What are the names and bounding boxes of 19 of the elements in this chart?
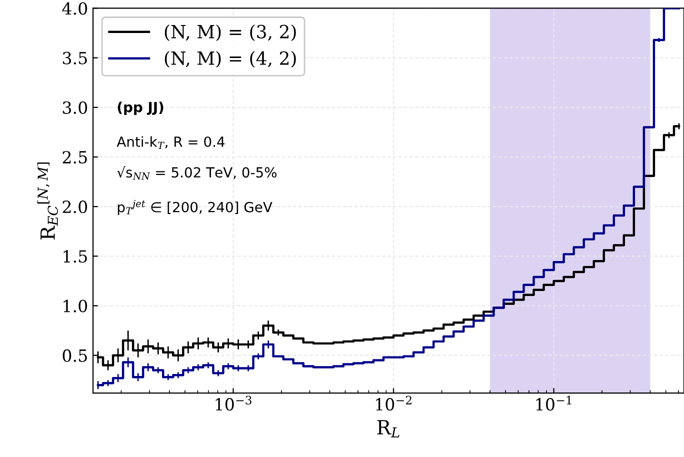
legend-label: (N, M) = (3, 2) xyxy=(164,24,296,42)
y-axis-title: R$_{EC}$$^{[N,M]}$ xyxy=(37,162,58,240)
annotation: (pp JJ) xyxy=(118,102,164,116)
annotation: p$_{T}$$^{jet}$ ∈ [200, 240] GeV xyxy=(118,200,272,216)
y-tick-label: 2.0 xyxy=(62,200,88,214)
legend-label: (N, M) = (4, 2) xyxy=(164,50,296,68)
y-tick-label: 4.0 xyxy=(62,2,88,15)
annotation: Anti-k$_{T}$, R = 0.4 xyxy=(116,136,225,149)
y-tick-label: 3.5 xyxy=(62,52,87,64)
x-tick-label: 10$^{−3}$ xyxy=(216,396,252,411)
y-tick-label: 1.0 xyxy=(64,300,88,312)
y-tick-label: 0.5 xyxy=(62,349,87,362)
y-tick-label: 1.5 xyxy=(64,250,87,263)
y-tick-label: 3.0 xyxy=(62,101,88,114)
x-axis-title: R$_{L}$ xyxy=(377,420,400,438)
annotation: √s$_{NN}$ = 5.02 TeV, 0-5% xyxy=(117,166,277,180)
y-tick-label: 2.5 xyxy=(62,150,87,164)
x-tick-label: 10$^{−1}$ xyxy=(536,396,572,411)
x-tick-label: 10$^{−2}$ xyxy=(376,396,412,411)
